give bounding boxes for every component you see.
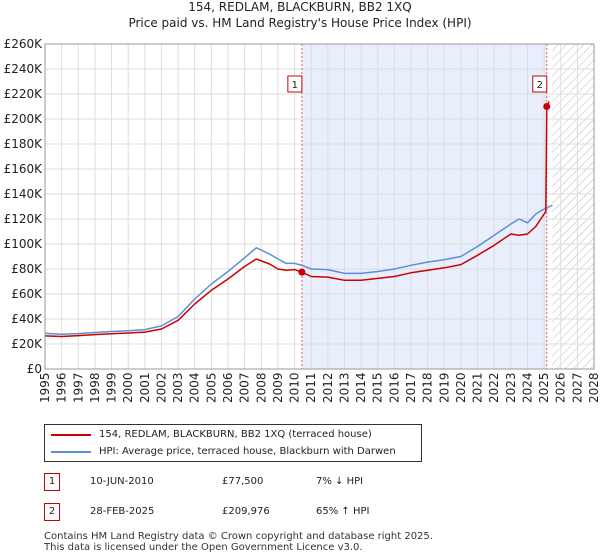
x-tick-label: 2020 (454, 372, 468, 403)
x-tick-label: 2025 (537, 372, 551, 403)
hpi-series-line (44, 204, 553, 336)
x-tick-label: 2007 (238, 372, 252, 403)
sale-point (543, 103, 551, 111)
x-tick-label: 2001 (138, 372, 152, 403)
sale-label: 2 (537, 80, 543, 91)
x-tick-label: 2013 (337, 372, 351, 403)
sale-label-box (287, 75, 303, 93)
y-tick-label: £100K (4, 237, 44, 251)
legend-label-property: 154, REDLAM, BLACKBURN, BB2 1XQ (terrace… (99, 429, 372, 440)
y-tick-label: £200K (4, 112, 44, 126)
y-tick-label: £160K (4, 162, 44, 176)
x-tick-label: 2017 (404, 372, 418, 403)
x-tick-label: 2000 (121, 372, 135, 403)
y-tick-label: £40K (11, 312, 43, 326)
footer: Contains HM Land Registry data © Crown c… (44, 531, 433, 553)
y-tick-label: £60K (11, 287, 43, 301)
x-tick-label: 2023 (504, 372, 518, 403)
x-tick-label: 1997 (71, 372, 85, 403)
sale-price: £77,500 (222, 476, 264, 487)
x-tick-label: 2002 (154, 372, 168, 403)
x-tick-label: 2010 (288, 372, 302, 403)
x-tick-label: 2006 (221, 372, 235, 403)
x-tick-label: 2019 (437, 372, 451, 403)
sale-date: 10-JUN-2010 (90, 476, 154, 487)
sale-hpi-change: 7% ↓ HPI (316, 476, 364, 487)
x-tick-label: 2003 (171, 372, 185, 403)
x-tick-label: 2008 (254, 372, 268, 403)
x-tick-label: 2015 (371, 372, 385, 403)
x-tick-label: 1996 (55, 372, 69, 403)
x-tick-label: 2012 (321, 372, 335, 403)
plot-frame (44, 43, 595, 370)
chart-title: 154, REDLAM, BLACKBURN, BB2 1XQ (188, 0, 412, 14)
y-tick-label: £140K (4, 187, 44, 201)
property-series-line (44, 101, 550, 338)
y-tick-label: £120K (4, 212, 44, 226)
y-tick-label: £0 (27, 362, 42, 376)
y-tick-label: £220K (4, 87, 44, 101)
chart-subtitle: Price paid vs. HM Land Registry's House … (128, 16, 472, 30)
y-tick-label: £240K (4, 62, 44, 76)
x-tick-label: 2016 (387, 372, 401, 403)
legend-swatch-property (51, 434, 91, 436)
x-tick-label: 2028 (587, 372, 600, 403)
x-tick-label: 1999 (105, 372, 119, 403)
y-tick-label: £260K (4, 37, 44, 51)
x-tick-label: 2026 (554, 372, 568, 403)
sale-hpi-change: 65% ↑ HPI (316, 506, 370, 517)
x-tick-label: 1998 (88, 372, 102, 403)
y-tick-label: £180K (4, 137, 44, 151)
x-tick-label: 2018 (421, 372, 435, 403)
legend-swatch-hpi (51, 451, 91, 453)
sale-badge: 2 (44, 503, 60, 521)
x-tick-label: 2014 (354, 372, 368, 403)
x-tick-label: 1995 (38, 372, 52, 403)
sale-date: 28-FEB-2025 (90, 506, 155, 517)
y-tick-label: £20K (11, 337, 43, 351)
y-tick-label: £80K (11, 262, 43, 276)
x-tick-label: 2024 (520, 372, 534, 403)
x-tick-label: 2022 (487, 372, 501, 403)
footer-line-1: Contains HM Land Registry data © Crown c… (44, 531, 433, 542)
future-hatch (552, 44, 594, 369)
sale-label-box (532, 75, 548, 93)
x-tick-label: 2021 (471, 372, 485, 403)
x-tick-label: 2005 (204, 372, 218, 403)
sale-price: £209,976 (222, 506, 270, 517)
ownership-shade (301, 44, 547, 369)
legend-label-hpi: HPI: Average price, terraced house, Blac… (99, 446, 396, 457)
footer-line-2: This data is licensed under the Open Gov… (44, 542, 363, 553)
x-tick-label: 2004 (188, 372, 202, 403)
sale-badge: 1 (44, 473, 60, 491)
x-tick-label: 2009 (271, 372, 285, 403)
sale-label: 1 (292, 80, 298, 91)
legend: 154, REDLAM, BLACKBURN, BB2 1XQ (terrace… (44, 424, 422, 462)
x-tick-label: 2011 (304, 372, 318, 403)
price-chart: 1 2 £0 £20K £40K £60K £80K £100K £120K £140K £160K… (4, 37, 600, 403)
x-tick-label: 2027 (570, 372, 584, 403)
sale-point (298, 268, 306, 276)
